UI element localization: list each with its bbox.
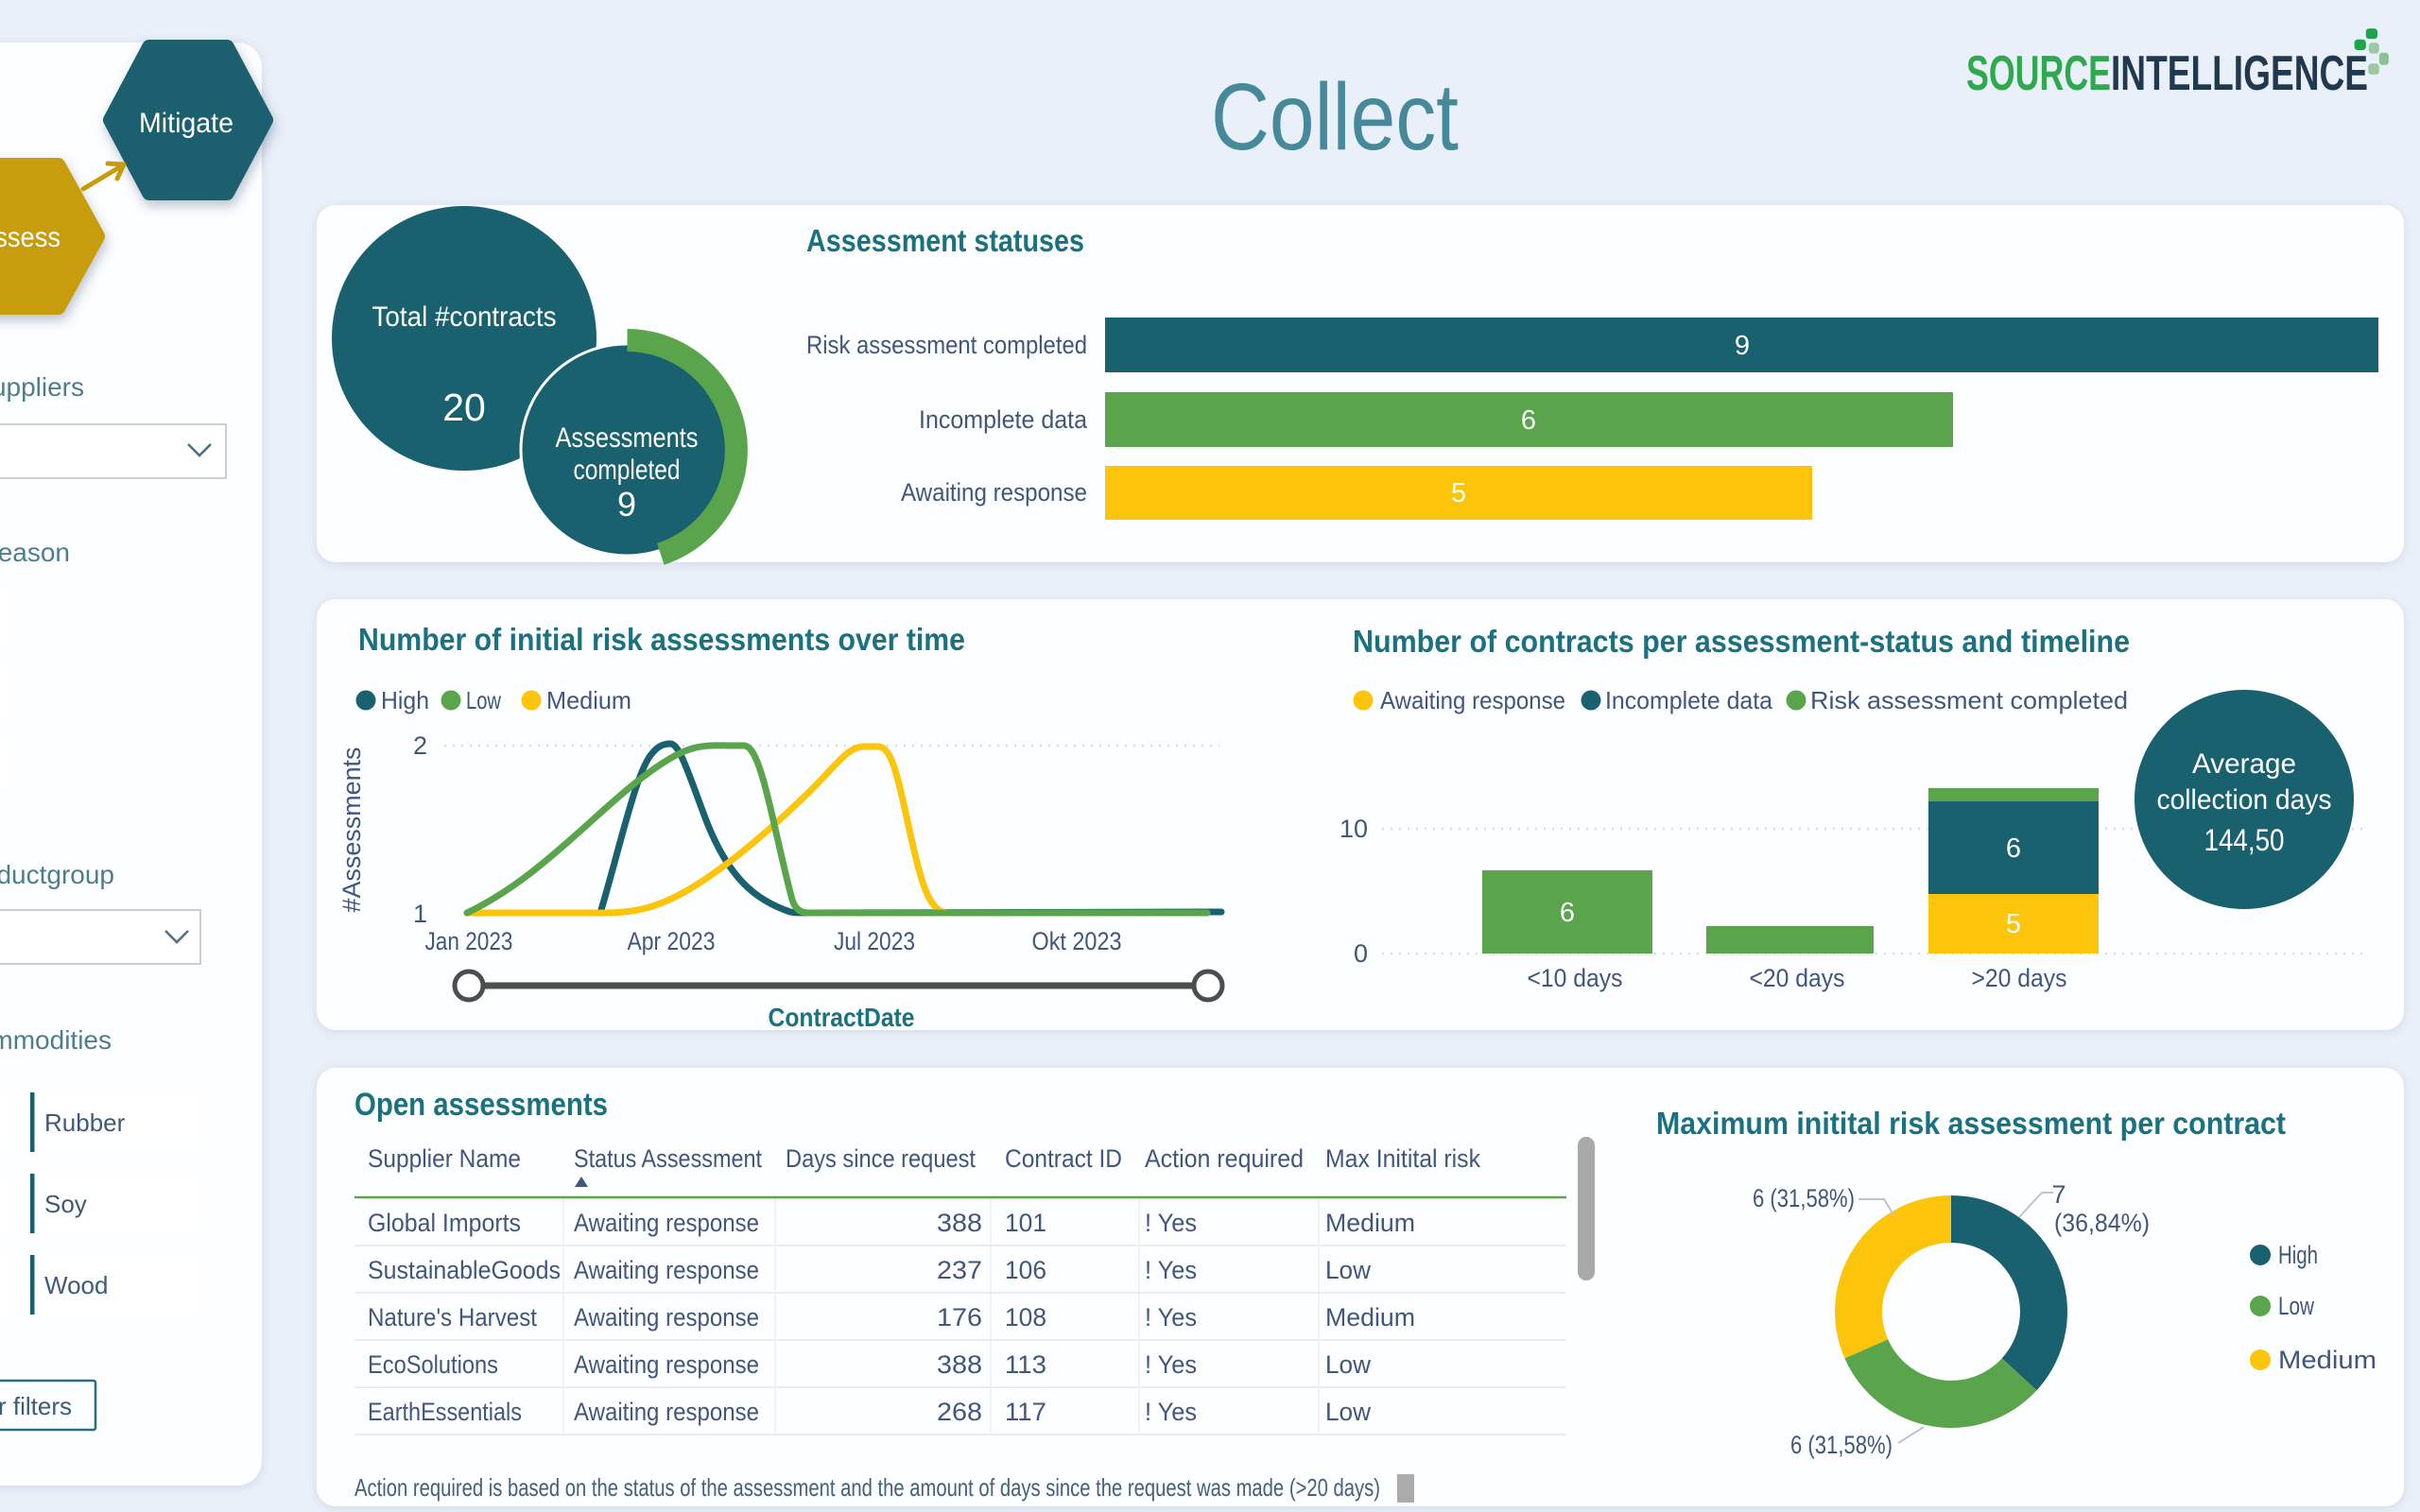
svg-text:10: 10 [1340,815,1368,843]
svg-text:Action required: Action required [1145,1144,1304,1173]
svg-text:EcoSolutions: EcoSolutions [368,1350,498,1379]
svg-text:Assess: Assess [0,222,60,253]
svg-text:1: 1 [413,900,427,928]
svg-text:Soy: Soy [44,1190,87,1218]
svg-text:Awaiting response: Awaiting response [574,1350,759,1379]
svg-text:388: 388 [937,1350,982,1379]
svg-text:Low: Low [1325,1398,1371,1426]
svg-text:Assessments: Assessments [556,422,699,454]
svg-text:INTELLIGENCE: INTELLIGENCE [2111,46,2368,101]
svg-text:Awaiting response: Awaiting response [574,1398,759,1426]
svg-text:>20 days: >20 days [1972,964,2067,992]
svg-text:SOURCE: SOURCE [1966,46,2111,101]
svg-text:Number of initial risk assessm: Number of initial risk assessments over … [358,622,965,657]
svg-text:Rubber: Rubber [44,1108,126,1137]
svg-text:9: 9 [617,485,636,524]
svg-text:268: 268 [937,1398,982,1426]
svg-text:High: High [2278,1241,2318,1269]
svg-text:9: 9 [1735,331,1750,361]
svg-text:Contract ID: Contract ID [1005,1144,1122,1173]
svg-text:Season: Season [0,538,70,567]
svg-text:176: 176 [937,1303,982,1332]
svg-text:! Yes: ! Yes [1145,1209,1197,1237]
svg-text:Okt 2023: Okt 2023 [1032,927,1122,955]
svg-text:Total #contracts: Total #contracts [372,301,557,333]
svg-text:237: 237 [937,1256,982,1284]
svg-text:! Yes: ! Yes [1145,1256,1197,1284]
svg-text:Awaiting response: Awaiting response [901,478,1087,507]
svg-text:Supplier Name: Supplier Name [368,1144,521,1173]
svg-text:6: 6 [1521,405,1536,436]
svg-text:Assessment statuses: Assessment statuses [806,223,1084,258]
svg-text:Days since request: Days since request [786,1144,976,1173]
svg-text:Medium: Medium [546,686,631,714]
svg-text:ContractDate: ContractDate [769,1003,915,1032]
svg-text:EarthEssentials: EarthEssentials [368,1398,522,1426]
svg-text:Nature's Harvest: Nature's Harvest [368,1303,537,1332]
svg-text:(36,84%): (36,84%) [2054,1209,2150,1237]
svg-text:! Yes: ! Yes [1145,1303,1197,1332]
svg-text:Awaiting response: Awaiting response [574,1303,759,1332]
svg-text:! Yes: ! Yes [1145,1398,1197,1426]
svg-text:Low: Low [1325,1256,1371,1284]
svg-text:Awaiting response: Awaiting response [574,1256,759,1284]
svg-text:Open assessments: Open assessments [354,1087,608,1123]
svg-text:Low: Low [466,686,501,714]
svg-text:Number of contracts per assess: Number of contracts per assessment-statu… [1353,624,2130,659]
svg-text:5: 5 [1451,478,1466,508]
svg-text:Suppliers: Suppliers [0,372,84,402]
svg-text:Awaiting response: Awaiting response [1380,686,1565,714]
svg-text:Commodities: Commodities [0,1025,112,1055]
svg-text:6: 6 [2006,833,2021,864]
svg-text:SustainableGoods: SustainableGoods [368,1256,561,1284]
svg-text:completed: completed [574,455,681,486]
svg-text:113: 113 [1005,1350,1046,1379]
svg-text:Medium: Medium [1325,1209,1415,1237]
svg-text:Clear filters: Clear filters [0,1392,72,1420]
svg-text:6: 6 [1560,898,1575,928]
svg-text:#Assessments: #Assessments [337,747,366,913]
svg-text:108: 108 [1005,1303,1046,1332]
svg-text:High: High [381,686,429,714]
svg-text:Risk assessment completed: Risk assessment completed [806,331,1087,359]
svg-text:0: 0 [1354,939,1368,968]
svg-text:Global Imports: Global Imports [368,1209,521,1237]
svg-text:Incomplete data: Incomplete data [1605,686,1773,714]
svg-text:Mitigate: Mitigate [139,108,233,139]
svg-text:Incomplete data: Incomplete data [919,405,1088,434]
svg-text:Maximum initital risk assessme: Maximum initital risk assessment per con… [1656,1106,2286,1141]
svg-text:collection days: collection days [2157,784,2332,816]
svg-text:Low: Low [2278,1292,2314,1320]
svg-text:<10 days: <10 days [1528,964,1623,992]
svg-text:Average: Average [2192,748,2296,780]
svg-text:! Yes: ! Yes [1145,1350,1197,1379]
svg-text:117: 117 [1005,1398,1046,1426]
svg-text:Productgroup: Productgroup [0,860,114,889]
svg-text:106: 106 [1005,1256,1046,1284]
svg-text:<20 days: <20 days [1750,964,1845,992]
svg-text:7: 7 [2051,1180,2066,1209]
svg-text:6 (31,58%): 6 (31,58%) [1753,1184,1855,1212]
svg-text:Status Assessment: Status Assessment [574,1144,762,1173]
svg-text:Jan 2023: Jan 2023 [425,927,513,955]
svg-text:Risk assessment completed: Risk assessment completed [1810,686,2128,714]
svg-text:Max Initital risk: Max Initital risk [1325,1144,1480,1173]
svg-text:Medium: Medium [1325,1303,1415,1332]
svg-text:20: 20 [442,386,486,429]
svg-text:144,50: 144,50 [2204,823,2285,857]
svg-text:2: 2 [413,731,427,760]
svg-text:388: 388 [937,1209,982,1237]
svg-text:101: 101 [1005,1209,1046,1237]
svg-text:Wood: Wood [44,1271,108,1299]
svg-text:Low: Low [1325,1350,1371,1379]
svg-text:Apr 2023: Apr 2023 [628,927,716,955]
svg-text:Action required is based on th: Action required is based on the status o… [354,1473,1380,1502]
svg-text:Collect: Collect [1211,64,1459,170]
svg-text:Awaiting response: Awaiting response [574,1209,759,1237]
svg-text:6 (31,58%): 6 (31,58%) [1790,1431,1893,1459]
svg-text:Jul 2023: Jul 2023 [834,927,915,955]
svg-text:5: 5 [2006,909,2021,939]
svg-text:Medium: Medium [2278,1346,2377,1374]
